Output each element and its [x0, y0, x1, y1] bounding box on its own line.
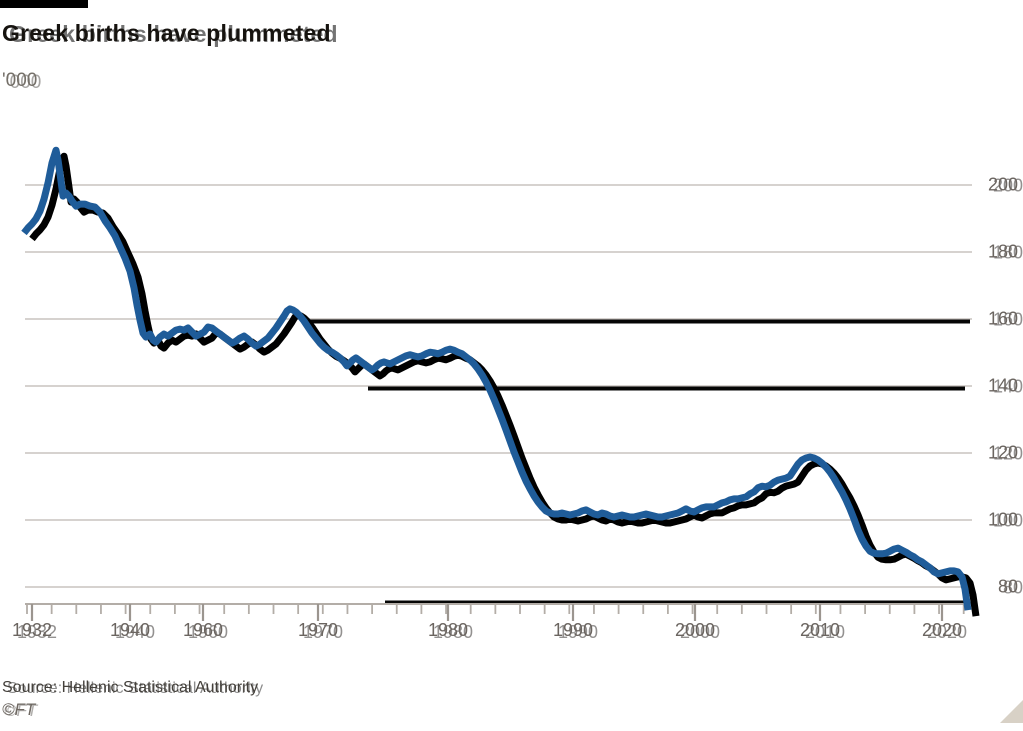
x-tick-label: 1980	[427, 620, 469, 640]
y-tick-label: 120	[987, 442, 1018, 463]
glitch-bar	[368, 386, 965, 391]
x-tick-label: 1990	[552, 620, 594, 640]
x-tick-label: 1940	[109, 620, 151, 640]
y-tick-label: 140	[987, 375, 1018, 396]
y-tick-label: 100	[987, 509, 1018, 530]
x-tick-label: 1970	[297, 620, 339, 640]
x-tick-label: 2000	[674, 620, 716, 640]
series-line-births	[21, 146, 972, 611]
chart-unit-label: '000	[2, 70, 38, 91]
x-tick-label: 2020	[921, 620, 963, 640]
y-tick-label: 80	[997, 576, 1018, 597]
chart-title: Greek births have plummeted	[2, 20, 331, 46]
source-note: Source: Hellenic Statistical Authority	[2, 679, 259, 696]
x-tick-label: 2010	[799, 620, 841, 640]
ft-top-rule	[0, 0, 88, 8]
glitch-bar	[385, 600, 970, 603]
x-tick-label: 1932	[11, 620, 53, 640]
resize-handle-icon[interactable]	[1000, 700, 1023, 723]
y-tick-label: 160	[987, 308, 1018, 329]
ft-credit: ©FT	[2, 700, 36, 719]
x-tick-label: 1960	[182, 620, 224, 640]
y-tick-label: 180	[987, 241, 1018, 262]
glitch-bar	[302, 319, 970, 324]
y-tick-label: 200	[987, 174, 1018, 195]
